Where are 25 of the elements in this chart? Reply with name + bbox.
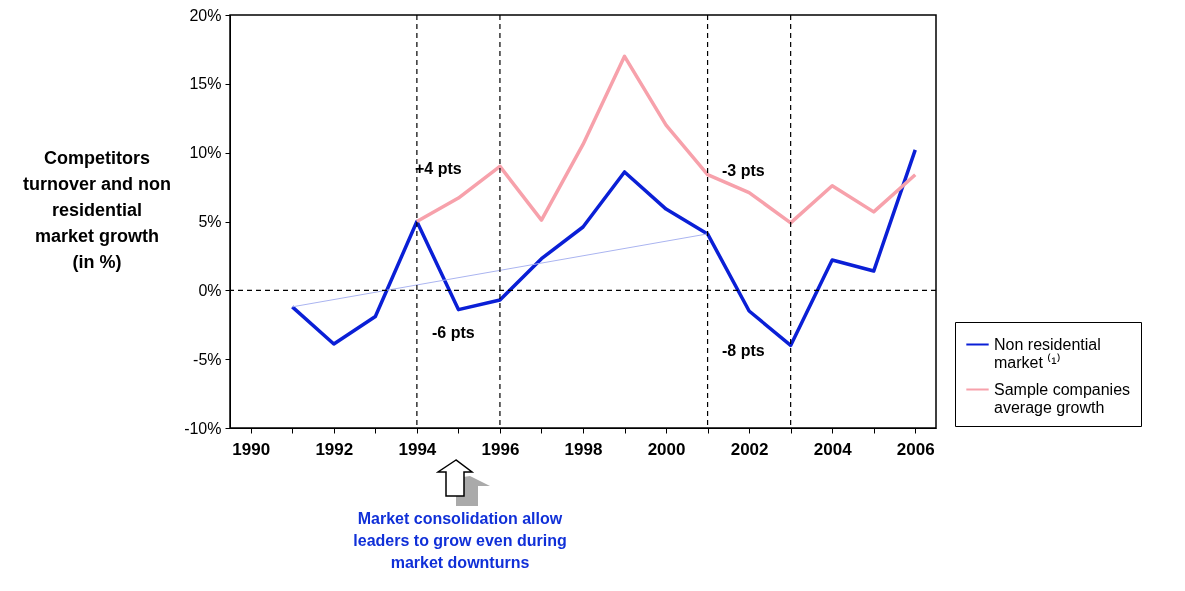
x-tick-label: 1998: [564, 439, 603, 459]
line-series: [415, 54, 917, 225]
x-tick-label: 2000: [647, 439, 686, 459]
x-tick-label: 1992: [315, 439, 354, 459]
y-tick-label: 0%: [198, 281, 222, 299]
annotation: -6 pts: [432, 324, 475, 342]
x-tick-label: 1996: [481, 439, 520, 459]
annotation: -8 pts: [722, 342, 765, 360]
x-tick-label: 1990: [232, 439, 271, 459]
x-tick-label: 2002: [730, 439, 769, 459]
y-tick-label: -5%: [193, 350, 222, 368]
text: Market consolidation allow leaders to grow even during market downturns: [352, 509, 568, 573]
x-tick-label: 2006: [896, 439, 935, 459]
x-tick-label: 1994: [398, 439, 437, 459]
y-axis-title: Competitors turnover and non residential market growth (in %): [22, 147, 172, 274]
y-tick-label: 5%: [198, 213, 222, 230]
annotation: +4 pts: [415, 160, 462, 178]
legend-label: Sample companies average growth: [994, 380, 1131, 416]
y-tick-label: 15%: [189, 75, 222, 93]
legend-label: Non residential market ⁽¹⁾: [994, 335, 1101, 371]
annotation: -3 pts: [722, 162, 765, 180]
y-tick-label: -10%: [184, 419, 222, 437]
x-tick-label: 2004: [813, 439, 853, 459]
y-tick-label: 10%: [189, 144, 222, 162]
y-tick-label: 20%: [189, 6, 222, 24]
